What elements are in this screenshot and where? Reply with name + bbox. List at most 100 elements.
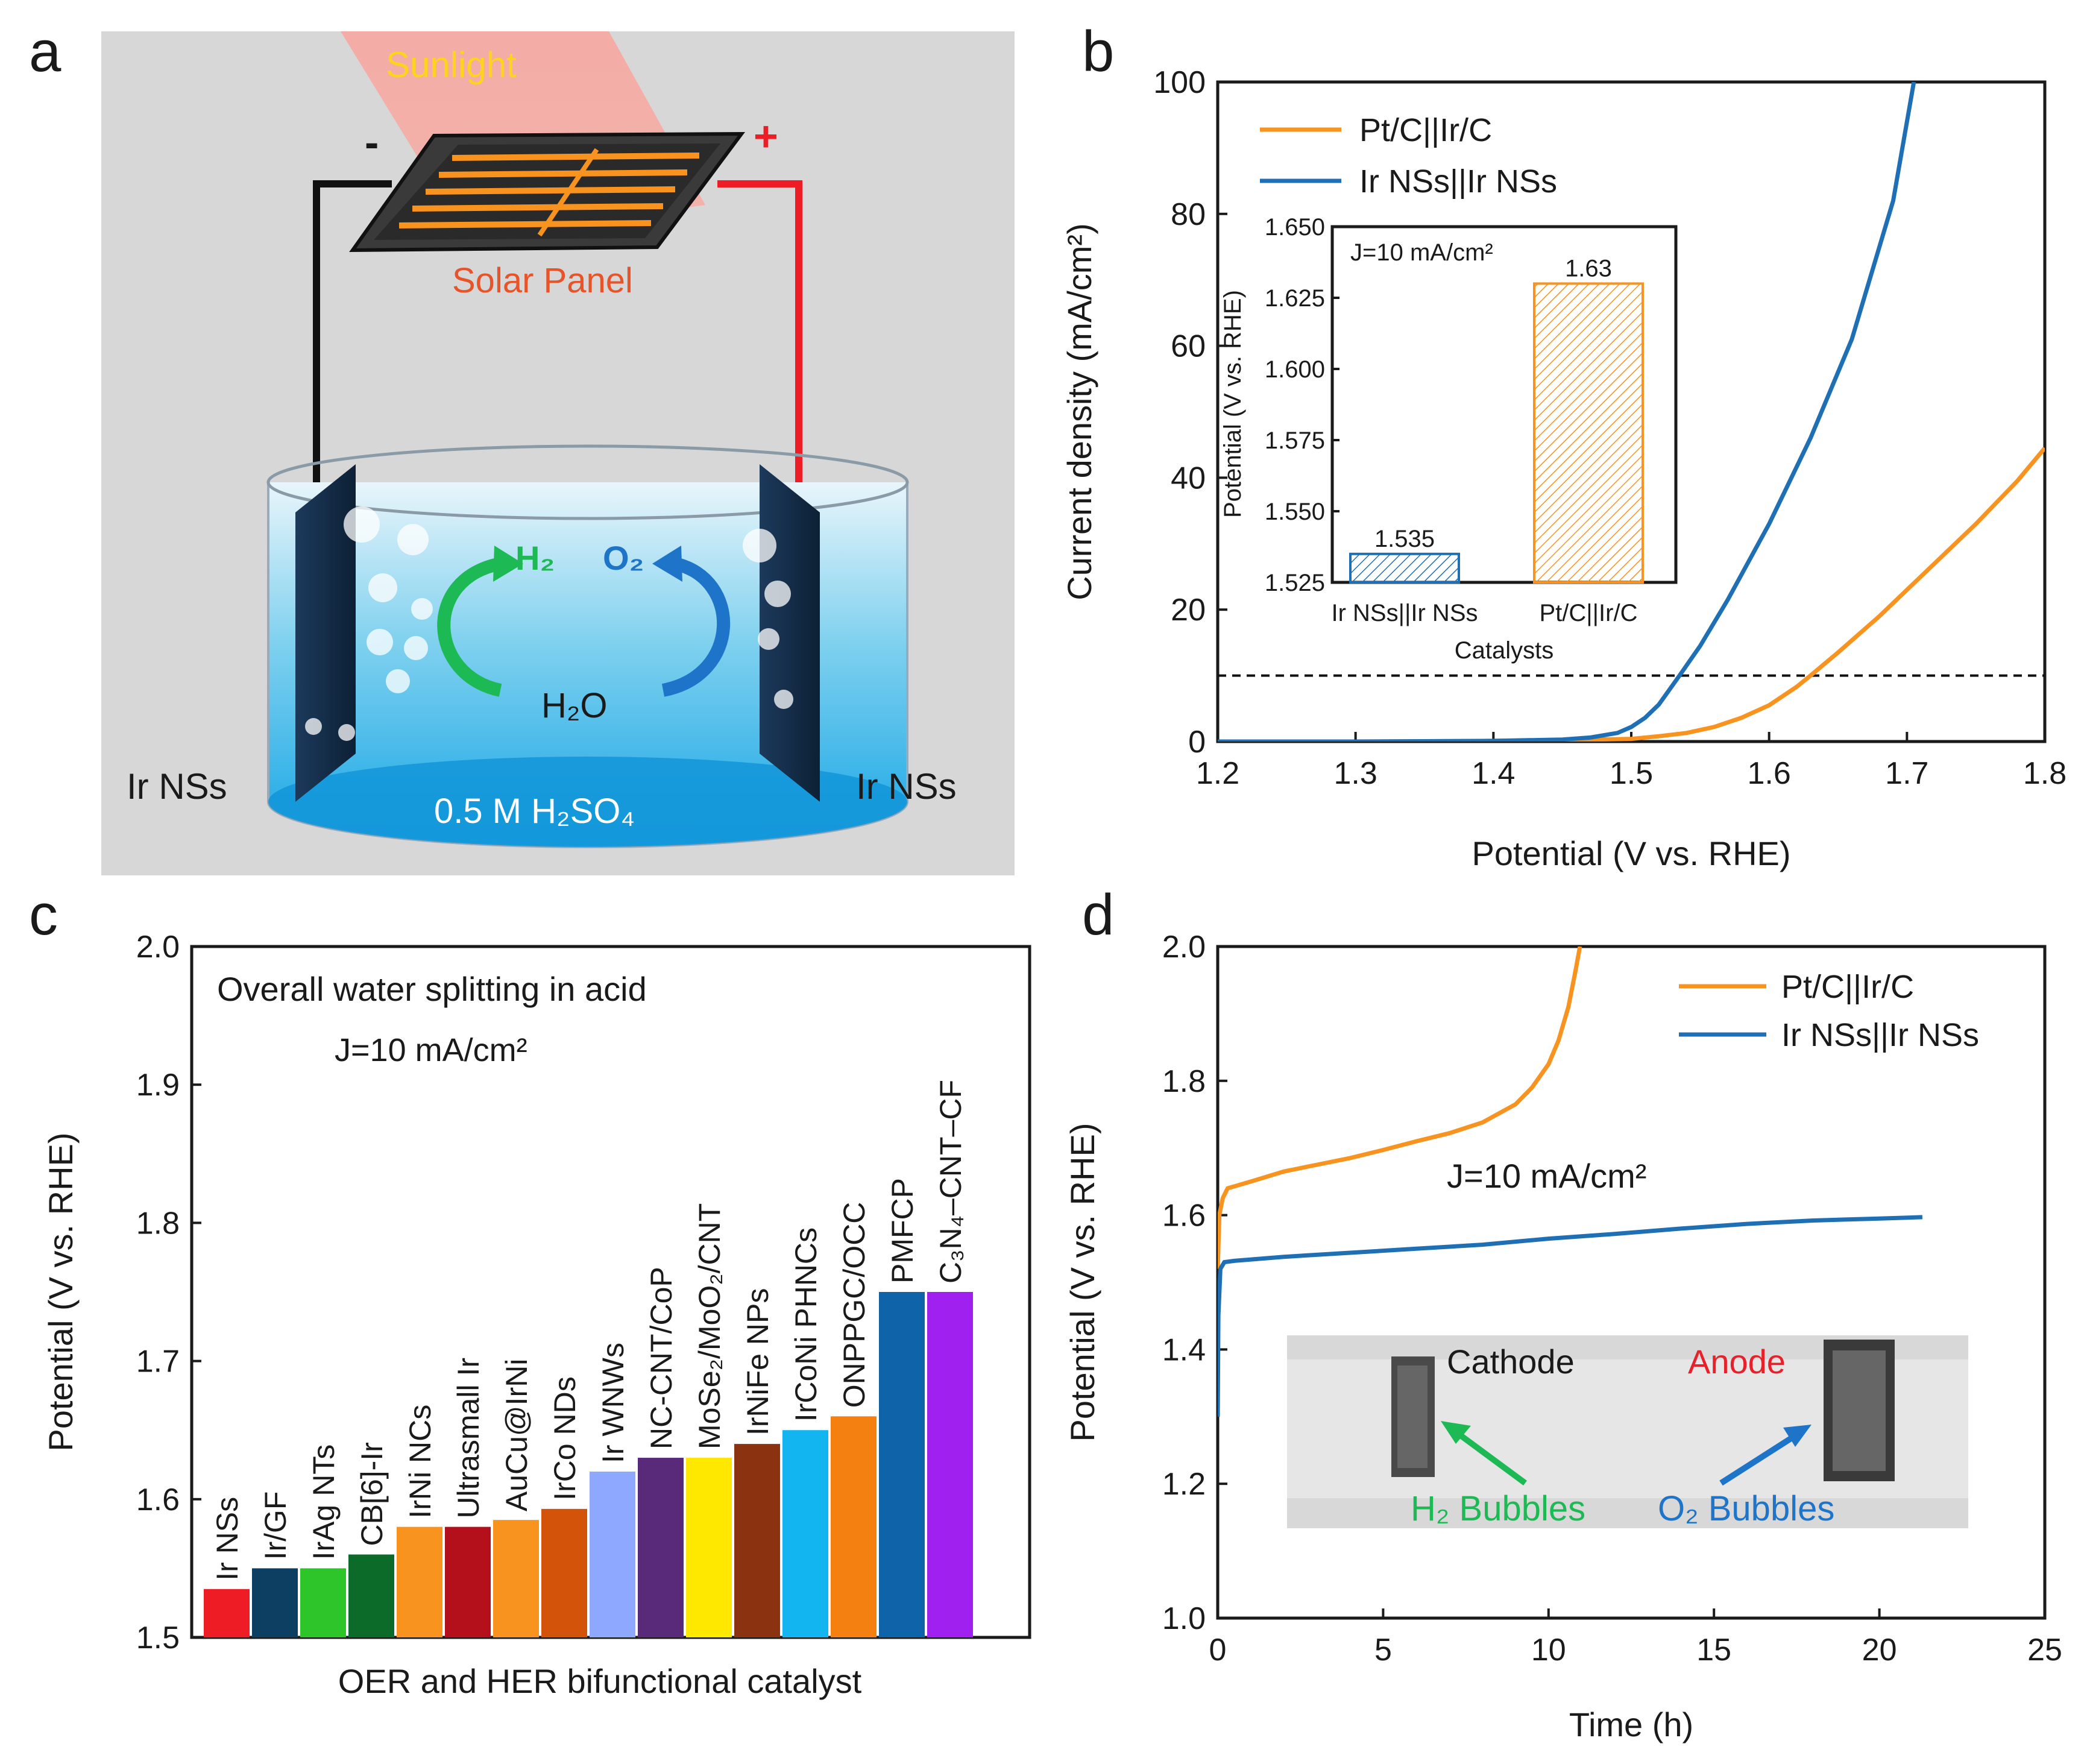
- bar-3: [348, 1554, 394, 1637]
- y-tick-label: 1.7: [136, 1344, 180, 1379]
- bar-8: [590, 1471, 635, 1637]
- inset-bar-ir-nss: [1349, 552, 1460, 584]
- x-tick-label: 1.2: [1196, 756, 1239, 791]
- bar-13: [831, 1416, 877, 1637]
- inset-y-tick-label: 1.650: [1265, 214, 1325, 241]
- bar-0: [204, 1589, 250, 1637]
- chart-c-ylabel: Potential (V vs. RHE): [42, 1132, 80, 1451]
- series-line-ir-nss-ir-nss: [1218, 82, 1916, 742]
- bar-6: [493, 1520, 539, 1637]
- chart-d-ylabel: Potential (V vs. RHE): [1063, 1123, 1101, 1441]
- sunlight-label: Sunlight: [386, 45, 517, 85]
- inset-y-tick-label: 1.550: [1265, 499, 1325, 525]
- o2-cycle-arrow: [661, 557, 731, 697]
- y-tick-label: 1.6: [1162, 1199, 1206, 1233]
- bar-label-7: IrCo NDs: [548, 1376, 582, 1501]
- bar-label-11: IrNiFe NPs: [741, 1288, 775, 1435]
- inset-category-1: Pt/C||Ir/C: [1539, 600, 1637, 626]
- bar-2: [300, 1568, 346, 1637]
- chart-c-title: Overall water splitting in acid: [217, 970, 647, 1008]
- bar-1: [252, 1568, 298, 1637]
- x-tick-label: 20: [1862, 1633, 1897, 1668]
- bar-label-1: Ir/GF: [259, 1492, 292, 1560]
- chart-d-xlabel: Time (h): [1569, 1706, 1693, 1744]
- bar-label-4: IrNi NCs: [403, 1405, 437, 1519]
- y-tick-label: 2.0: [1162, 930, 1206, 965]
- chart-c-xlabel: OER and HER bifunctional catalyst: [338, 1662, 862, 1700]
- chart-d-annotation: J=10 mA/cm²: [1447, 1157, 1646, 1195]
- inset-y-tick-label: 1.600: [1265, 356, 1325, 383]
- o2-label: O₂: [603, 539, 644, 577]
- y-tick-label: 1.5: [136, 1621, 180, 1655]
- bar-label-6: AuCu@IrNi: [500, 1359, 534, 1512]
- x-tick-label: 0: [1209, 1633, 1227, 1668]
- y-tick-label: 20: [1171, 593, 1206, 628]
- inset-y-tick-label: 1.575: [1265, 427, 1325, 454]
- photo-cathode-label: Cathode: [1447, 1343, 1575, 1381]
- bar-7: [541, 1508, 587, 1637]
- inset-annotation: J=10 mA/cm²: [1350, 239, 1493, 266]
- inset-xlabel: Catalysts: [1455, 637, 1554, 664]
- inset-frame: [1330, 225, 1678, 584]
- chart-c-ticks: 1.5 1.6 1.7 1.8 1.9 2.0: [136, 930, 201, 1655]
- chart-b-ylabel: Current density (mA/cm²): [1060, 223, 1098, 600]
- electrolytic-cell: H₂ O₂ H₂O 0.5 M H₂SO₄: [266, 444, 909, 848]
- plus-sign: +: [754, 113, 778, 160]
- h2o-label: H₂O: [541, 686, 608, 725]
- right-electrode-label: Ir NSs: [856, 766, 957, 807]
- bar-11: [734, 1444, 780, 1637]
- y-tick-label: 100: [1153, 65, 1206, 100]
- y-tick-label: 1.8: [136, 1206, 180, 1241]
- positive-wire: [717, 180, 802, 494]
- inset-ylabel: Potential (V vs. RHE): [1220, 290, 1246, 518]
- x-tick-label: 1.6: [1748, 756, 1791, 791]
- bar-5: [445, 1526, 491, 1637]
- bar-label-8: Ir WNWs: [596, 1343, 630, 1463]
- chart-b-legend: Pt/C||Ir/C Ir NSs||Ir NSs: [1260, 112, 1557, 200]
- left-electrode-label: Ir NSs: [127, 766, 227, 807]
- chart-d-ticks: 0 5 10 15 20 25 1.0 1.2 1.4 1.6 1.8 2.0: [1162, 930, 2062, 1668]
- inset-bar-pt-c: [1533, 282, 1644, 584]
- solar-panel-label: Solar Panel: [452, 261, 633, 300]
- y-tick-label: 40: [1171, 461, 1206, 496]
- x-tick-label: 1.8: [2023, 756, 2067, 791]
- inset-value-label-1: 1.63: [1565, 255, 1612, 282]
- x-tick-label: 10: [1531, 1633, 1566, 1668]
- x-tick-label: 5: [1374, 1633, 1392, 1668]
- x-tick-label: 1.5: [1610, 756, 1653, 791]
- chart-b-inset: 1.525 1.550 1.575 1.600 1.625 1.650 1.535 1.6…: [1220, 214, 1678, 664]
- solar-panel: [349, 131, 746, 253]
- bar-15: [927, 1292, 973, 1637]
- chart-d-legend: Pt/C||Ir/C Ir NSs||Ir NSs: [1679, 969, 1979, 1053]
- y-tick-label: 80: [1171, 197, 1206, 232]
- bar-label-15: C₃N₄–CNT–CF: [934, 1080, 968, 1284]
- bar-12: [782, 1430, 828, 1637]
- legend-label-ir-nss: Ir NSs||Ir NSs: [1359, 163, 1557, 200]
- y-tick-label: 1.2: [1162, 1467, 1206, 1502]
- inset-value-label-0: 1.535: [1374, 526, 1435, 552]
- panel-c-label: c: [29, 883, 58, 947]
- bar-label-13: ONPPGC/OCC: [837, 1202, 871, 1408]
- o2-bubbles-arrow: [1719, 1429, 1803, 1486]
- chart-b-xlabel: Potential (V vs. RHE): [1472, 834, 1790, 872]
- negative-wire: [313, 180, 392, 494]
- panel-d: d 0 5 10 15 20 25 1.0 1.2 1.4 1.6 1.8 2.0 Cathode A…: [1063, 883, 2062, 1744]
- bubbles: [305, 506, 793, 741]
- photo-anode-label: Anode: [1688, 1343, 1786, 1381]
- x-tick-label: 1.4: [1472, 756, 1515, 791]
- x-tick-label: 1.3: [1334, 756, 1377, 791]
- legend-label-pt-c-ir-c: Pt/C||Ir/C: [1781, 969, 1914, 1005]
- panel-a: a Sunlight - + Solar Panel: [29, 19, 1015, 875]
- x-tick-label: 25: [2027, 1633, 2062, 1668]
- bar-label-12: IrCoNi PHNCs: [789, 1227, 823, 1422]
- bar-14: [879, 1292, 925, 1637]
- chart-c-bars: [204, 1292, 973, 1637]
- chart-c-bar-labels: Ir NSs Ir/GF IrAg NTs CB[6]-Ir IrNi NCs Ultra…: [210, 1080, 968, 1581]
- chart-b-ticks: 1.2 1.3 1.4 1.5 1.6 1.7 1.8 0 20 40 60 80 100: [1153, 65, 2067, 791]
- bar-label-14: PMFCP: [886, 1178, 919, 1284]
- panel-c: c 1.5 1.6 1.7 1.8 1.9 2.0 Ir NSs Ir/GF IrAg NTs…: [29, 883, 1031, 1700]
- bar-label-5: Ultrasmall Ir: [452, 1358, 485, 1519]
- y-tick-label: 2.0: [136, 930, 180, 965]
- x-tick-label: 15: [1696, 1633, 1731, 1668]
